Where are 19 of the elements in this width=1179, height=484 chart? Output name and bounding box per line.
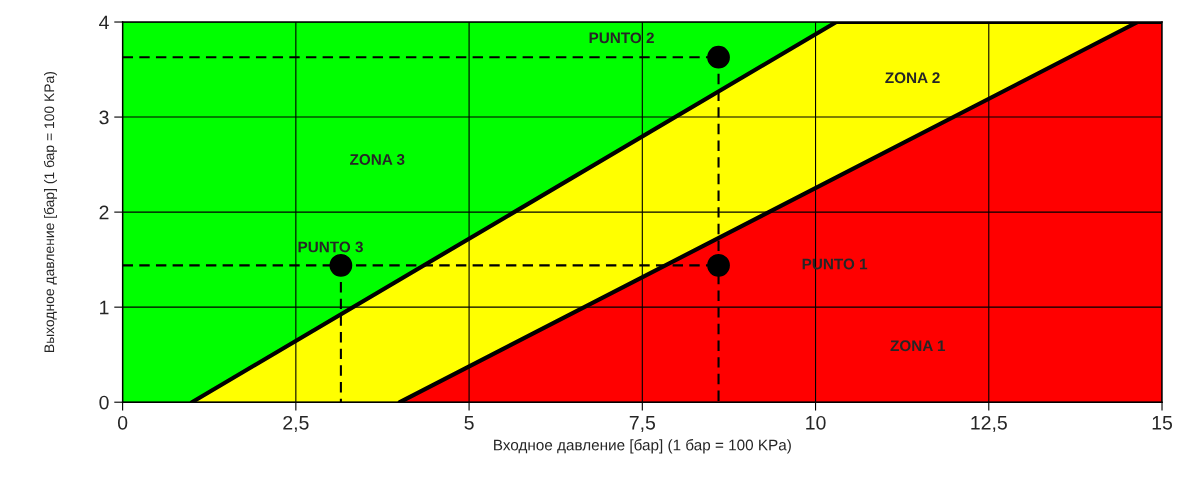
- y-tick-label: 1: [100, 300, 109, 315]
- annotation: ZONA 1: [890, 340, 946, 352]
- annotation: ZONA 2: [885, 72, 940, 84]
- annotation: PUNTO 3: [298, 241, 363, 253]
- annotation: ZONA 3: [350, 154, 405, 165]
- y-tick-label: 0: [99, 395, 109, 410]
- x-tick-label: 12,5: [971, 415, 1007, 432]
- y-tick-label: 3: [99, 110, 109, 125]
- y-tick-label: 4: [99, 15, 109, 30]
- annotation: PUNTO 2: [589, 32, 654, 44]
- x-tick-label: 10: [806, 415, 826, 430]
- x-axis-title: Входное давление [бар] (1 бар = 100 KPa): [494, 439, 791, 454]
- x-tick-label: 0: [117, 415, 128, 430]
- y-tick-label: 2: [99, 205, 109, 220]
- x-tick-label: 7,5: [629, 416, 656, 432]
- x-tick-label: 5: [464, 416, 474, 430]
- x-tick-label: 15: [1152, 416, 1173, 430]
- y-axis-title: Выходное давление [бар] (1 бар = 100 KPa): [43, 71, 57, 352]
- x-tick-label: 2,5: [283, 415, 309, 432]
